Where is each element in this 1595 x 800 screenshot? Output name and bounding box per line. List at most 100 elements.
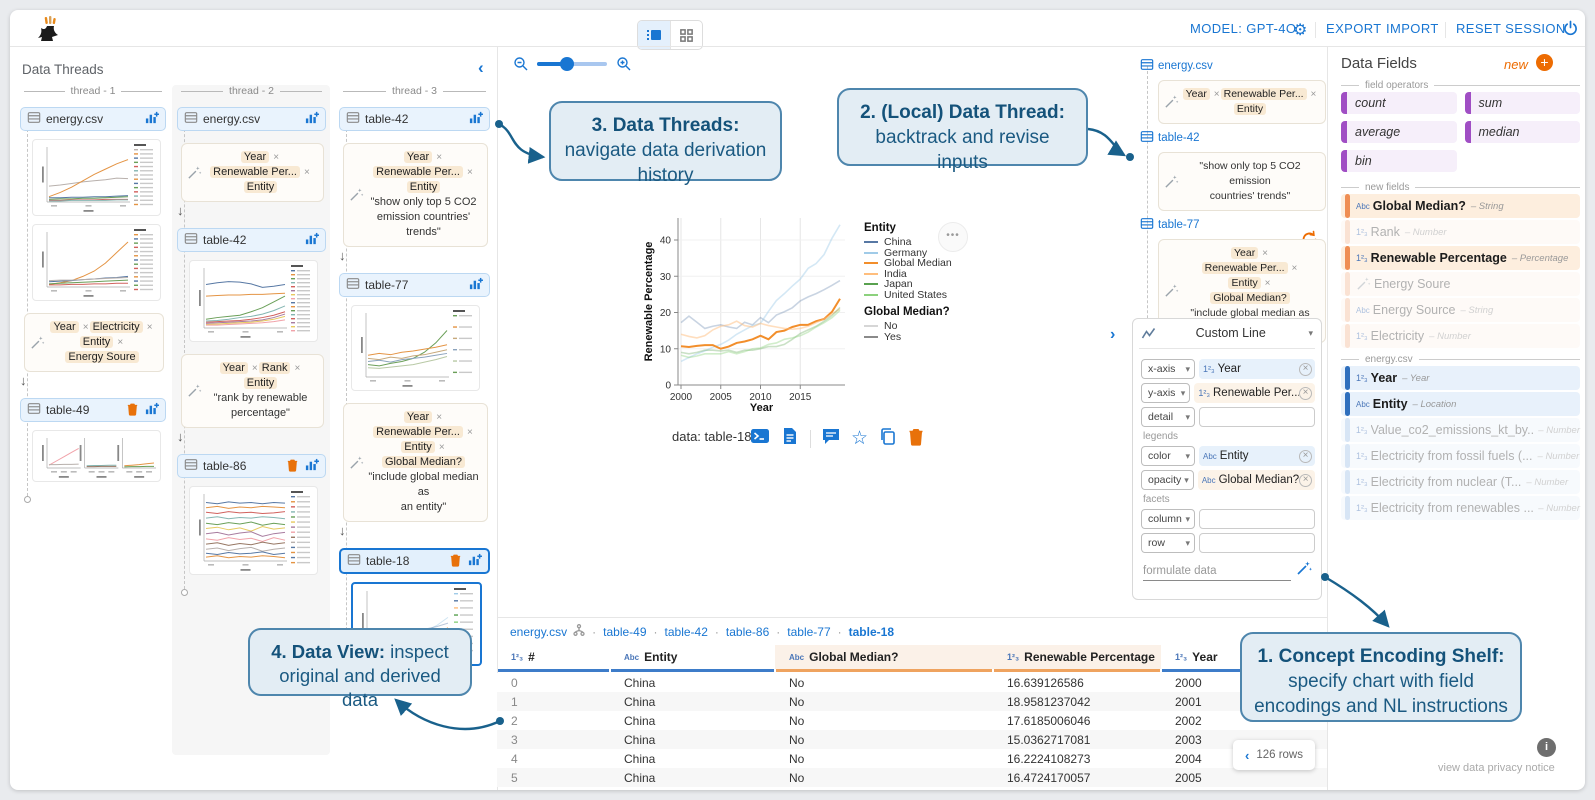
encoding-field-y-axis[interactable]: 1²₃ Renewable Per... × <box>1194 383 1315 403</box>
encoding-field-column[interactable] <box>1199 509 1315 529</box>
field-item-rank[interactable]: 1²₃ Rank – Number <box>1341 220 1580 244</box>
table-card-table-42[interactable]: table-42 <box>177 228 326 252</box>
operator-chip-median[interactable]: median <box>1464 121 1580 143</box>
table-row[interactable] <box>497 692 1327 711</box>
field-chip[interactable]: Year <box>1231 247 1259 259</box>
create-chart-icon[interactable] <box>467 553 482 570</box>
field-item-entity[interactable]: Abc Entity – Location <box>1341 392 1580 416</box>
zoom-in-icon[interactable] <box>616 56 632 77</box>
field-chip[interactable]: Entity <box>243 377 278 389</box>
field-chip[interactable]: Global Median? <box>381 456 466 468</box>
field-chip[interactable]: Year <box>1182 88 1210 100</box>
channel-select-column[interactable]: column ▾ <box>1141 509 1195 529</box>
create-chart-icon[interactable] <box>468 111 483 128</box>
field-item-energy-source[interactable]: Abc Energy Source – String <box>1341 298 1580 322</box>
create-chart-icon[interactable] <box>144 111 159 128</box>
thread-table-link-energy.csv[interactable]: energy.csv <box>1140 58 1328 74</box>
concept-card[interactable]: Year × Electricity × Entity × Energy Soure <box>24 313 164 372</box>
create-chart-icon[interactable] <box>468 277 483 294</box>
field-item-electricity[interactable]: 1²₃ Electricity – Number <box>1341 324 1580 348</box>
clear-field-icon[interactable]: × <box>1299 473 1313 487</box>
create-chart-icon[interactable] <box>144 402 159 419</box>
local-concept-card[interactable]: Year × Renewable Per... × Entity <box>1158 80 1326 124</box>
field-item-value-co2-emissions-kt-by-[interactable]: 1²₃ Value_co2_emissions_kt_by... – Number <box>1341 418 1580 442</box>
field-chip[interactable]: Year <box>403 411 433 423</box>
chart-thumbnail[interactable] <box>351 305 480 391</box>
field-item-year[interactable]: 1²₃ Year – Year <box>1341 366 1580 390</box>
field-item-electricity-from-renewables-[interactable]: 1²₃ Electricity from renewables ... – Numb… <box>1341 496 1580 520</box>
table-card-table-49[interactable]: table-49 <box>20 398 166 422</box>
chart-type-caret-icon[interactable]: ▾ <box>1308 327 1313 338</box>
table-card-table-86[interactable]: table-86 <box>177 454 326 478</box>
operator-chip-sum[interactable]: sum <box>1464 92 1580 114</box>
zoom-out-icon[interactable] <box>513 56 529 77</box>
privacy-notice-link[interactable]: view data privacy notice <box>1438 762 1555 774</box>
zoom-slider-thumb[interactable] <box>560 57 574 71</box>
thread-table-link-table-42[interactable]: table-42 <box>1140 130 1328 146</box>
model-selector[interactable]: MODEL: GPT-4O <box>1190 21 1297 36</box>
formulate-data-input[interactable]: formulate data <box>1143 565 1291 581</box>
encoding-field-row[interactable] <box>1199 533 1315 553</box>
shelf-header[interactable]: Custom Line ▾ <box>1133 319 1321 347</box>
channel-select-row[interactable]: row ▾ <box>1141 533 1195 553</box>
table-card-energy.csv[interactable]: energy.csv <box>177 107 326 131</box>
concept-card[interactable]: Year × Renewable Per... × Entity <box>181 143 324 202</box>
clear-field-icon[interactable]: × <box>1299 449 1312 463</box>
encoding-field-opacity[interactable]: Abc Global Median? × <box>1197 470 1316 490</box>
grid-view-button[interactable] <box>669 21 703 49</box>
prev-page-icon[interactable]: ‹ <box>1244 747 1250 763</box>
remove-field-icon[interactable]: × <box>117 337 124 348</box>
field-chip[interactable]: Renewable Per... <box>373 166 463 178</box>
remove-field-icon[interactable]: × <box>251 363 258 374</box>
table-card-table-77[interactable]: table-77 <box>339 273 490 297</box>
encoding-field-detail[interactable] <box>1199 407 1315 427</box>
collapse-threads-icon[interactable]: ‹ <box>478 58 484 77</box>
remove-field-icon[interactable]: × <box>438 442 445 453</box>
field-chip[interactable]: Renewable Per... <box>1220 88 1307 100</box>
data-table[interactable]: 1²₃ # Abc Entity Abc Global Median? 1²₃ Renewab… <box>497 645 1327 790</box>
table-card-table-42[interactable]: table-42 <box>339 107 490 131</box>
remove-field-icon[interactable]: × <box>467 427 473 438</box>
channel-select-y-axis[interactable]: y-axis ▾ <box>1141 383 1191 403</box>
data-tab-table-77[interactable]: table-77 <box>787 625 831 639</box>
source-tree-icon[interactable] <box>573 623 585 641</box>
table-row[interactable] <box>497 730 1327 749</box>
info-icon[interactable]: i <box>1537 738 1556 757</box>
remove-field-icon[interactable]: × <box>436 412 443 423</box>
clear-field-icon[interactable]: × <box>1299 386 1312 400</box>
field-item-renewable-percentage[interactable]: 1²₃ Renewable Percentage – Percentage <box>1341 246 1580 270</box>
delete-table-icon[interactable] <box>286 458 299 475</box>
channel-select-opacity[interactable]: opacity ▾ <box>1141 470 1194 490</box>
channel-select-x-axis[interactable]: x-axis ▾ <box>1141 359 1195 379</box>
field-chip[interactable]: Year <box>50 321 79 333</box>
data-tab-table-86[interactable]: table-86 <box>725 625 770 639</box>
delete-chart-icon[interactable] <box>907 427 925 451</box>
field-chip[interactable]: Year <box>403 151 433 163</box>
remove-field-icon[interactable]: × <box>82 322 89 333</box>
field-chip[interactable]: Renewable Per... <box>1201 262 1288 274</box>
table-row[interactable] <box>497 673 1327 692</box>
field-chip[interactable]: Entity <box>79 336 114 348</box>
favorite-star-icon[interactable]: ☆ <box>851 427 869 449</box>
code-terminal-icon[interactable] <box>750 426 770 451</box>
field-chip[interactable]: Rank <box>258 362 291 374</box>
field-item-electricity-from-fossil-fuels-[interactable]: 1²₃ Electricity from fossil fuels (... – N… <box>1341 444 1580 468</box>
remove-field-icon[interactable]: × <box>1264 278 1271 289</box>
channel-select-color[interactable]: color ▾ <box>1141 446 1195 466</box>
encoding-field-color[interactable]: Abc Entity × <box>1199 446 1315 466</box>
field-chip[interactable]: Entity <box>406 181 441 193</box>
remove-field-icon[interactable]: × <box>1291 263 1298 274</box>
field-item-energy-soure[interactable]: Energy Soure <box>1341 272 1580 296</box>
channel-select-detail[interactable]: detail ▾ <box>1141 407 1195 427</box>
table-row[interactable] <box>497 768 1327 787</box>
chart-more-options-button[interactable]: ••• <box>938 222 968 252</box>
local-concept-card[interactable]: "show only top 5 CO2 emission countries'… <box>1158 152 1326 211</box>
concept-card[interactable]: Year × Renewable Per... × Entity × Global M… <box>343 403 488 522</box>
concept-card[interactable]: Year × Renewable Per... × Entity "show onl… <box>343 143 488 247</box>
field-chip[interactable]: Electricity <box>89 321 143 333</box>
operator-chip-bin[interactable]: bin <box>1341 150 1457 172</box>
thread-table-link-table-77[interactable]: table-77 <box>1140 217 1328 233</box>
export-button[interactable]: EXPORT <box>1326 21 1382 36</box>
delete-table-icon[interactable] <box>126 402 139 419</box>
chart-thumbnail[interactable] <box>32 224 161 301</box>
